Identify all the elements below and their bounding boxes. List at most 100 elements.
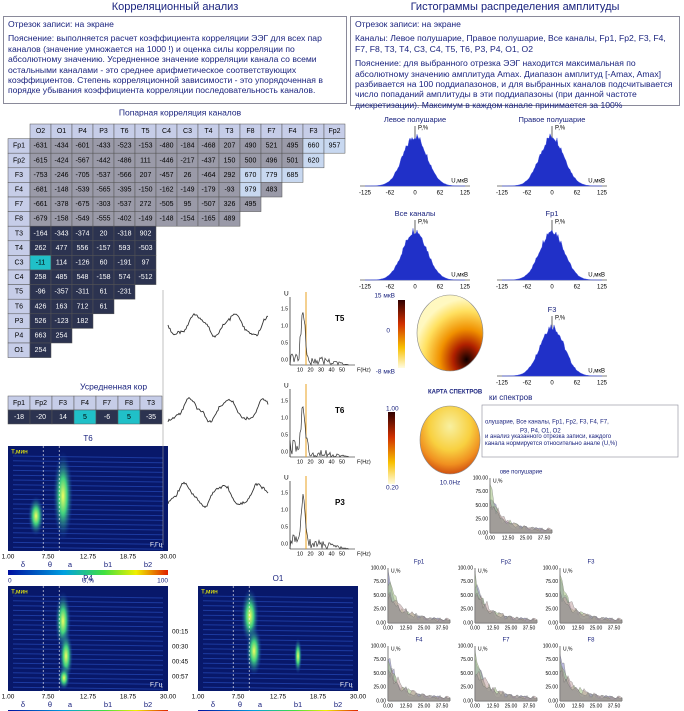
y-tick: 100.00 bbox=[458, 565, 474, 571]
ridge-line bbox=[12, 643, 164, 647]
x-tick: 12.50 bbox=[400, 625, 413, 631]
axis-label: U,мкВ bbox=[451, 273, 468, 279]
cell-value: -537 bbox=[96, 172, 110, 179]
table-title: Усредненная кор bbox=[80, 381, 147, 391]
cell-value: 574 bbox=[119, 274, 131, 281]
x-tick: 0 bbox=[550, 285, 554, 291]
column-header: F7 bbox=[267, 128, 275, 135]
cell-value: -184 bbox=[180, 143, 194, 150]
cell-value: -402 bbox=[117, 216, 131, 223]
x-tick: 0.00 bbox=[485, 535, 495, 541]
freq-tick: 1.00 bbox=[192, 694, 205, 701]
cell-value: -149 bbox=[180, 187, 194, 194]
y-tick: 1.5 bbox=[281, 490, 288, 496]
x-tick: -125 bbox=[359, 285, 372, 291]
cell-value: -434 bbox=[54, 143, 68, 150]
scale-label: 0.20 bbox=[386, 485, 399, 492]
cell-value: -601 bbox=[75, 143, 89, 150]
cell-value: -231 bbox=[117, 289, 131, 296]
x-tick: 25.00 bbox=[590, 703, 603, 709]
x-tick: 12.50 bbox=[572, 703, 585, 709]
freq-tick: 30.00 bbox=[160, 554, 177, 561]
axis-label: U,мкВ bbox=[451, 179, 468, 185]
value-cell bbox=[218, 211, 241, 227]
cell-value: -303 bbox=[96, 201, 110, 208]
spectral-peak bbox=[28, 496, 44, 536]
x-tick: 0.00 bbox=[555, 703, 565, 709]
cell-value: 61 bbox=[100, 303, 108, 310]
histogram-info: Отрезок записи: на экране Каналы: Левое … bbox=[350, 16, 680, 110]
axis-label: F,Гц bbox=[150, 682, 163, 689]
row-header: T3 bbox=[15, 230, 23, 237]
y-tick: 1.0 bbox=[281, 507, 288, 513]
cell-value: 477 bbox=[56, 245, 68, 252]
freq-tick: 1.00 bbox=[2, 694, 15, 701]
cell-value: -446 bbox=[159, 157, 173, 164]
cell-value: 14 bbox=[59, 414, 67, 421]
y-tick: 25.00 bbox=[460, 685, 473, 691]
panel-title: Fp1 bbox=[546, 209, 559, 218]
axis-label: U,мкВ bbox=[588, 179, 605, 185]
row-header: T4 bbox=[15, 245, 23, 252]
panel-title: ове полушарие bbox=[500, 470, 543, 476]
value-cell bbox=[239, 196, 262, 212]
column-header: F4 bbox=[81, 400, 89, 407]
y-tick: 75.00 bbox=[545, 579, 558, 585]
cell-value: 150 bbox=[224, 157, 236, 164]
scale-label: 1.00 bbox=[386, 406, 399, 413]
panel-title: F7 bbox=[502, 638, 510, 644]
x-tick: 40 bbox=[328, 367, 334, 373]
ridge-line bbox=[202, 638, 354, 642]
column-header: P4 bbox=[78, 128, 87, 135]
y-tick: 0.0 bbox=[281, 357, 288, 363]
spectral-peak bbox=[246, 626, 262, 676]
spectrum-area bbox=[559, 670, 623, 702]
scale-label: U,% bbox=[82, 578, 95, 585]
ridge-line bbox=[12, 619, 164, 623]
cell-value: -464 bbox=[201, 172, 215, 179]
cell-value: -150 bbox=[138, 187, 152, 194]
cell-value: -523 bbox=[117, 143, 131, 150]
cell-value: -162 bbox=[159, 187, 173, 194]
row-header: F7 bbox=[15, 201, 23, 208]
x-tick: 125 bbox=[597, 381, 608, 387]
cell-value: -191 bbox=[117, 260, 131, 267]
cell-value: 660 bbox=[308, 143, 320, 150]
band-label: b2 bbox=[144, 560, 152, 569]
freq-tick: 12.75 bbox=[80, 694, 97, 701]
ridge-line bbox=[12, 469, 164, 473]
ridge-line bbox=[202, 648, 354, 652]
y-tick: 75.00 bbox=[460, 657, 473, 663]
cell-value: -468 bbox=[201, 143, 215, 150]
panel-title: F4 bbox=[415, 638, 423, 644]
cell-value: 483 bbox=[266, 187, 278, 194]
ridge-line bbox=[12, 609, 164, 613]
channel-label: P3 bbox=[335, 498, 345, 507]
cell-value: 501 bbox=[287, 157, 299, 164]
panel-title: F8 bbox=[587, 638, 595, 644]
ridge-line bbox=[12, 465, 164, 469]
band-label: a bbox=[68, 700, 73, 709]
ridge-line bbox=[202, 629, 354, 633]
ridge-line bbox=[12, 629, 164, 633]
ridge-line bbox=[202, 633, 354, 637]
cell-value: 5 bbox=[127, 414, 131, 421]
band-label: θ bbox=[48, 560, 52, 569]
axis-label: U,мкВ bbox=[588, 273, 605, 279]
y-tick: 1.5 bbox=[281, 398, 288, 404]
cell-value: 182 bbox=[77, 318, 89, 325]
cell-value: -567 bbox=[75, 157, 89, 164]
cell-value: 957 bbox=[329, 143, 341, 150]
freq-tick: 18.75 bbox=[120, 554, 137, 561]
axis-label: F,Гц bbox=[150, 542, 163, 549]
axis-label: F(Hz) bbox=[357, 551, 371, 557]
y-tick: 100.00 bbox=[543, 643, 559, 649]
x-tick: 50 bbox=[339, 551, 345, 557]
ridge-line bbox=[12, 600, 164, 604]
x-tick: 125 bbox=[460, 285, 471, 291]
cell-value: -126 bbox=[75, 260, 89, 267]
x-tick: -125 bbox=[359, 191, 372, 197]
y-tick: 75.00 bbox=[460, 579, 473, 585]
time-tick: 00:15 bbox=[172, 629, 189, 636]
